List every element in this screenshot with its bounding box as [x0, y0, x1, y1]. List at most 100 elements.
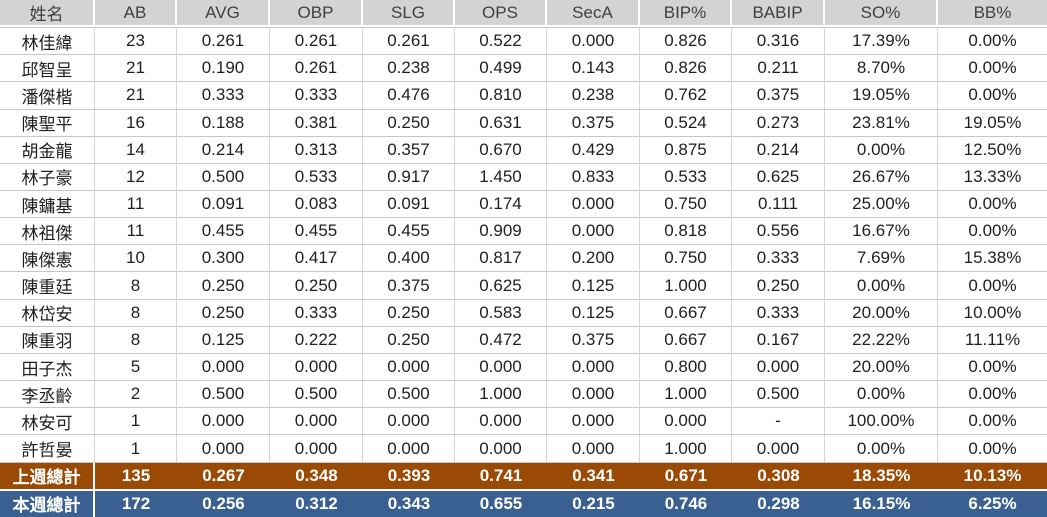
stat-cell-bip-pct[interactable]: 1.000 [640, 435, 732, 463]
stat-cell-bb-pct[interactable]: 12.50% [938, 137, 1047, 164]
stat-cell-bip-pct[interactable]: 0.875 [640, 136, 732, 164]
stat-cell-obp[interactable]: 0.333 [270, 299, 363, 327]
summary-seca[interactable]: 0.341 [547, 462, 640, 491]
stat-cell-bip-pct[interactable]: 1.000 [640, 381, 732, 409]
stat-cell-so-pct[interactable]: 25.00% [825, 190, 938, 219]
summary-label[interactable]: 上週總計 [0, 462, 95, 491]
stat-cell-so-pct[interactable]: 8.70% [825, 55, 938, 83]
stat-cell-slg[interactable]: 0.250 [363, 109, 455, 137]
stat-cell-bb-pct[interactable]: 0.00% [938, 27, 1047, 56]
stat-cell-bb-pct[interactable]: 0.00% [938, 435, 1047, 463]
stat-cell-bb-pct[interactable]: 11.11% [938, 327, 1047, 354]
stat-cell-seca[interactable]: 0.000 [547, 218, 640, 246]
stat-cell-avg[interactable]: 0.125 [177, 326, 270, 354]
stat-cell-ab[interactable]: 8 [95, 272, 177, 300]
stat-cell-bb-pct[interactable]: 19.05% [938, 110, 1047, 137]
stat-cell-ab[interactable]: 8 [95, 299, 177, 327]
stat-cell-slg[interactable]: 0.455 [363, 218, 455, 246]
stat-cell-avg[interactable]: 0.214 [177, 136, 270, 164]
stat-cell-babip[interactable]: 0.000 [732, 435, 825, 463]
player-name-cell[interactable]: 陳傑憲 [0, 245, 95, 273]
stat-cell-babip[interactable]: 0.500 [732, 381, 825, 409]
player-name-cell[interactable]: 林佳緯 [0, 27, 95, 56]
stat-cell-so-pct[interactable]: 20.00% [825, 299, 938, 327]
stat-cell-seca[interactable]: 0.429 [547, 136, 640, 164]
stat-cell-seca[interactable]: 0.200 [547, 245, 640, 273]
player-name-cell[interactable]: 陳重廷 [0, 272, 95, 300]
stat-cell-ab[interactable]: 21 [95, 82, 177, 110]
stat-cell-ops[interactable]: 0.174 [455, 190, 547, 219]
summary-obp[interactable]: 0.348 [270, 462, 363, 491]
stat-cell-slg[interactable]: 0.250 [363, 326, 455, 354]
player-name-cell[interactable]: 許哲晏 [0, 435, 95, 463]
stat-cell-obp[interactable]: 0.333 [270, 82, 363, 110]
header-cell-seca[interactable]: SecA [547, 0, 640, 27]
header-cell-avg[interactable]: AVG [177, 0, 270, 27]
stat-cell-bip-pct[interactable]: 0.750 [640, 245, 732, 273]
stat-cell-obp[interactable]: 0.533 [270, 163, 363, 191]
stat-cell-so-pct[interactable]: 26.67% [825, 163, 938, 191]
summary-ops[interactable]: 0.741 [455, 462, 547, 491]
stat-cell-ops[interactable]: 0.522 [455, 27, 547, 56]
stat-cell-obp[interactable]: 0.381 [270, 109, 363, 137]
stat-cell-bb-pct[interactable]: 0.00% [938, 82, 1047, 110]
summary-babip[interactable]: 0.308 [732, 462, 825, 491]
stat-cell-ops[interactable]: 1.450 [455, 163, 547, 191]
stat-cell-ab[interactable]: 16 [95, 109, 177, 137]
stat-cell-slg[interactable]: 0.091 [363, 190, 455, 219]
stat-cell-so-pct[interactable]: 7.69% [825, 245, 938, 273]
header-cell-slg[interactable]: SLG [363, 0, 455, 27]
stat-cell-bip-pct[interactable]: 0.762 [640, 82, 732, 110]
player-name-cell[interactable]: 李丞齡 [0, 381, 95, 409]
stat-cell-babip[interactable]: 0.625 [732, 163, 825, 191]
summary-ab[interactable]: 135 [95, 462, 177, 491]
stat-cell-obp[interactable]: 0.083 [270, 190, 363, 219]
player-name-cell[interactable]: 陳鏞基 [0, 190, 95, 219]
stat-cell-ab[interactable]: 5 [95, 353, 177, 382]
stat-cell-seca[interactable]: 0.833 [547, 163, 640, 191]
stat-cell-babip[interactable]: 0.167 [732, 326, 825, 354]
summary-label[interactable]: 本週總計 [0, 490, 95, 517]
stat-cell-slg[interactable]: 0.250 [363, 299, 455, 327]
stat-cell-seca[interactable]: 0.125 [547, 299, 640, 327]
summary-obp[interactable]: 0.312 [270, 490, 363, 517]
stat-cell-so-pct[interactable]: 17.39% [825, 27, 938, 56]
stat-cell-seca[interactable]: 0.238 [547, 82, 640, 110]
stat-cell-so-pct[interactable]: 20.00% [825, 353, 938, 382]
stat-cell-so-pct[interactable]: 100.00% [825, 408, 938, 436]
stat-cell-bip-pct[interactable]: 0.826 [640, 27, 732, 56]
stat-cell-seca[interactable]: 0.000 [547, 381, 640, 409]
header-cell-ab[interactable]: AB [95, 0, 177, 27]
stat-cell-bip-pct[interactable]: 0.800 [640, 353, 732, 382]
summary-avg[interactable]: 0.256 [177, 490, 270, 517]
stat-cell-ops[interactable]: 0.631 [455, 109, 547, 137]
summary-ops[interactable]: 0.655 [455, 490, 547, 517]
summary-ab[interactable]: 172 [95, 490, 177, 517]
stat-cell-ops[interactable]: 0.810 [455, 82, 547, 110]
header-cell-babip[interactable]: BABIP [732, 0, 825, 27]
stat-cell-avg[interactable]: 0.300 [177, 245, 270, 273]
stat-cell-avg[interactable]: 0.250 [177, 299, 270, 327]
stat-cell-bip-pct[interactable]: 0.826 [640, 55, 732, 83]
stat-cell-obp[interactable]: 0.455 [270, 218, 363, 246]
player-name-cell[interactable]: 胡金龍 [0, 136, 95, 164]
stat-cell-avg[interactable]: 0.455 [177, 218, 270, 246]
stat-cell-slg[interactable]: 0.500 [363, 381, 455, 409]
stat-cell-avg[interactable]: 0.333 [177, 82, 270, 110]
summary-avg[interactable]: 0.267 [177, 462, 270, 491]
stat-cell-ab[interactable]: 21 [95, 55, 177, 83]
stat-cell-obp[interactable]: 0.417 [270, 245, 363, 273]
stat-cell-ops[interactable]: 0.909 [455, 218, 547, 246]
stat-cell-bb-pct[interactable]: 0.00% [938, 191, 1047, 219]
stat-cell-avg[interactable]: 0.190 [177, 55, 270, 83]
stat-cell-bb-pct[interactable]: 0.00% [938, 354, 1047, 382]
stat-cell-seca[interactable]: 0.000 [547, 27, 640, 56]
stat-cell-avg[interactable]: 0.500 [177, 163, 270, 191]
header-cell-so-pct[interactable]: SO% [825, 0, 938, 27]
stat-cell-slg[interactable]: 0.375 [363, 272, 455, 300]
summary-seca[interactable]: 0.215 [547, 490, 640, 517]
stat-cell-seca[interactable]: 0.000 [547, 190, 640, 219]
stat-cell-obp[interactable]: 0.261 [270, 55, 363, 83]
stat-cell-avg[interactable]: 0.261 [177, 27, 270, 56]
stat-cell-bip-pct[interactable]: 0.667 [640, 299, 732, 327]
